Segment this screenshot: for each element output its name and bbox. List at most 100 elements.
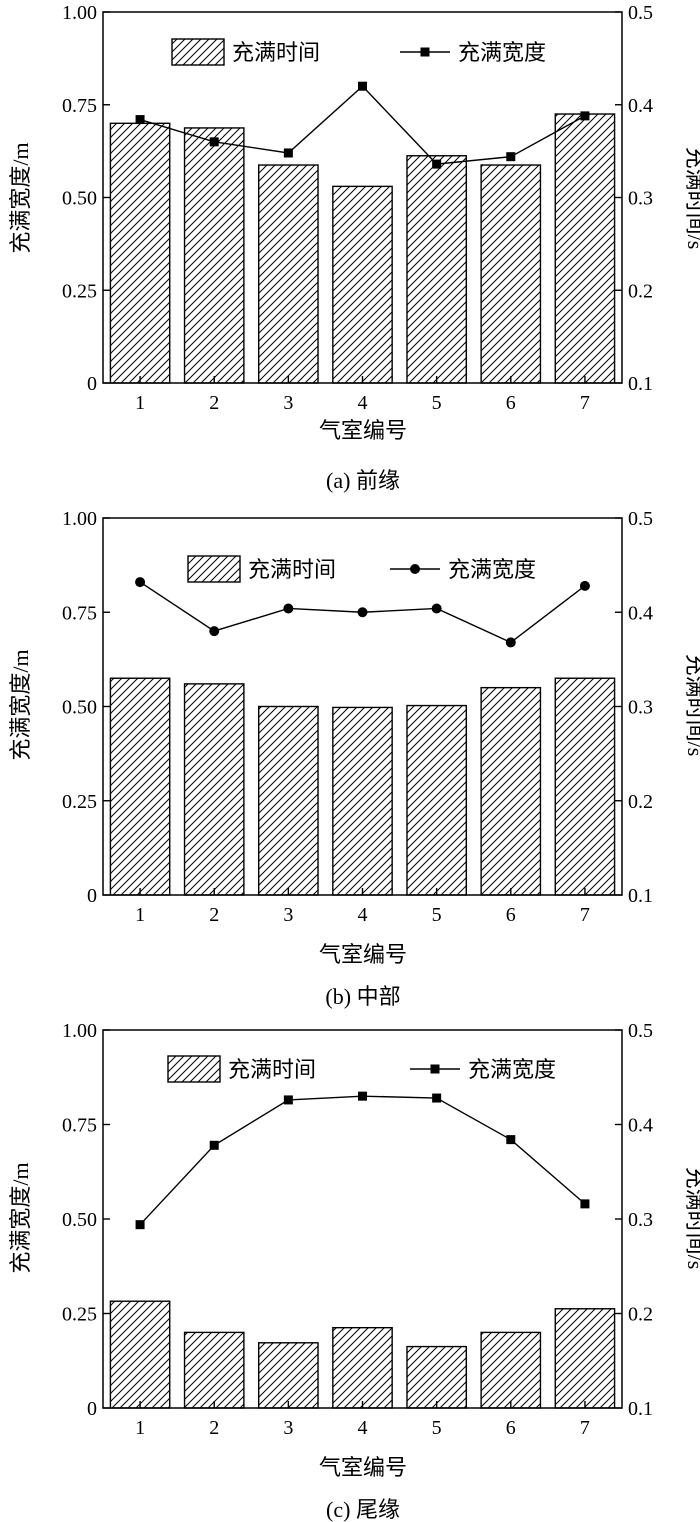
x-tick-label: 3 — [283, 392, 293, 414]
legend-bar-swatch — [187, 555, 241, 583]
bar — [332, 185, 393, 384]
x-tick-label: 5 — [432, 1417, 442, 1439]
x-tick-label: 2 — [209, 1417, 219, 1439]
x-tick-label: 7 — [580, 392, 590, 414]
panel-caption: (a) 前缘 — [326, 468, 400, 493]
line-point — [135, 1220, 145, 1230]
legend-bar-swatch — [171, 38, 225, 66]
left-tick-label: 1.00 — [62, 2, 97, 24]
line-point — [358, 1091, 367, 1101]
legend-line-marker — [430, 1064, 440, 1074]
x-axis-label: 气室编号 — [319, 1455, 407, 1480]
bar — [406, 1345, 468, 1409]
x-tick-label: 7 — [580, 1417, 590, 1439]
x-tick-label: 1 — [135, 1417, 145, 1439]
x-tick-label: 2 — [209, 392, 219, 414]
left-tick-label: 0 — [87, 373, 97, 395]
line-point — [431, 603, 442, 614]
chart-panel-c: 气室编号 充满宽度/m 充满时间/s (c) 尾缘 00.250.500.751… — [8, 1020, 700, 1522]
left-tick-label: 0.50 — [62, 188, 97, 210]
x-tick-label: 2 — [209, 904, 219, 926]
legend-bar-label: 充满时间 — [248, 557, 336, 582]
bar — [183, 1331, 245, 1409]
x-tick-label: 3 — [283, 1417, 293, 1439]
line-point — [283, 603, 294, 614]
left-tick-label: 0.50 — [62, 697, 97, 719]
left-tick-label: 0.75 — [62, 1115, 97, 1137]
left-y-axis-label: 充满宽度/m — [8, 142, 33, 253]
x-axis-label: 气室编号 — [319, 942, 407, 967]
x-tick-label: 3 — [283, 904, 293, 926]
line-point — [135, 577, 146, 588]
left-tick-label: 0.25 — [62, 791, 97, 813]
panel-caption: (b) 中部 — [325, 984, 400, 1009]
legend-line-marker — [410, 564, 420, 574]
right-tick-label: 0.5 — [628, 1020, 653, 1042]
right-tick-label: 0.3 — [628, 188, 653, 210]
legend-line-label: 充满宽度 — [458, 40, 546, 65]
bar — [258, 164, 319, 384]
line-point — [579, 580, 590, 591]
x-tick-label: 7 — [580, 904, 590, 926]
legend-bar-swatch — [167, 1055, 221, 1083]
left-tick-label: 0.25 — [62, 280, 97, 302]
left-tick-label: 0.25 — [62, 1304, 97, 1326]
line-point — [283, 1095, 293, 1105]
left-tick-label: 0.75 — [62, 95, 97, 117]
line-point — [432, 159, 442, 169]
bar — [258, 705, 319, 896]
line-point — [358, 81, 367, 91]
bar — [183, 683, 245, 896]
bar — [480, 686, 542, 896]
right-y-axis-label: 充满时间/s — [683, 147, 700, 250]
chart-panel-a: 气室编号 充满宽度/m 充满时间/s (a) 前缘 00.250.500.751… — [8, 2, 700, 493]
right-y-axis-label: 充满时间/s — [683, 1167, 700, 1270]
left-tick-label: 0.75 — [62, 602, 97, 624]
series-line — [139, 1095, 586, 1226]
right-tick-label: 0.2 — [628, 280, 653, 302]
bar — [109, 122, 171, 384]
left-tick-label: 1.00 — [62, 1020, 97, 1042]
bar — [109, 677, 171, 896]
legend-line-marker — [420, 47, 430, 57]
left-tick-label: 1.00 — [62, 508, 97, 530]
right-tick-label: 0.4 — [628, 602, 653, 624]
bar — [480, 1331, 542, 1409]
left-tick-label: 0.50 — [62, 1209, 97, 1231]
legend-bar-label: 充满时间 — [232, 40, 320, 65]
chart-panel-b: 气室编号 充满宽度/m 充满时间/s (b) 中部 00.250.500.751… — [8, 508, 700, 1009]
x-tick-label: 1 — [135, 904, 145, 926]
right-tick-label: 0.4 — [628, 95, 653, 117]
x-tick-label: 6 — [506, 904, 516, 926]
line-point — [209, 137, 219, 147]
left-tick-label: 0 — [87, 1398, 97, 1420]
panel-caption: (c) 尾缘 — [326, 1497, 400, 1522]
line-point — [209, 626, 220, 637]
right-tick-label: 0.2 — [628, 1304, 653, 1326]
bar — [332, 1326, 393, 1409]
line-point — [357, 607, 368, 618]
line-point — [506, 1135, 516, 1145]
right-tick-label: 0.3 — [628, 697, 653, 719]
x-tick-label: 5 — [432, 904, 442, 926]
right-tick-label: 0.1 — [628, 885, 653, 907]
bar — [183, 127, 245, 384]
line-point — [209, 1140, 219, 1150]
x-tick-label: 4 — [358, 1417, 368, 1439]
bar — [332, 706, 393, 896]
bar — [109, 1300, 171, 1409]
line-point — [505, 637, 516, 648]
bar — [258, 1342, 319, 1409]
right-tick-label: 0.5 — [628, 508, 653, 530]
right-tick-label: 0.4 — [628, 1115, 653, 1137]
legend-line-label: 充满宽度 — [448, 557, 536, 582]
right-tick-label: 0.1 — [628, 1398, 653, 1420]
right-tick-label: 0.3 — [628, 1209, 653, 1231]
bar — [554, 1308, 616, 1409]
line-point — [432, 1093, 442, 1103]
left-y-axis-label: 充满宽度/m — [8, 1162, 33, 1273]
right-tick-label: 0.1 — [628, 373, 653, 395]
x-tick-label: 5 — [432, 392, 442, 414]
x-axis-label: 气室编号 — [319, 418, 407, 443]
